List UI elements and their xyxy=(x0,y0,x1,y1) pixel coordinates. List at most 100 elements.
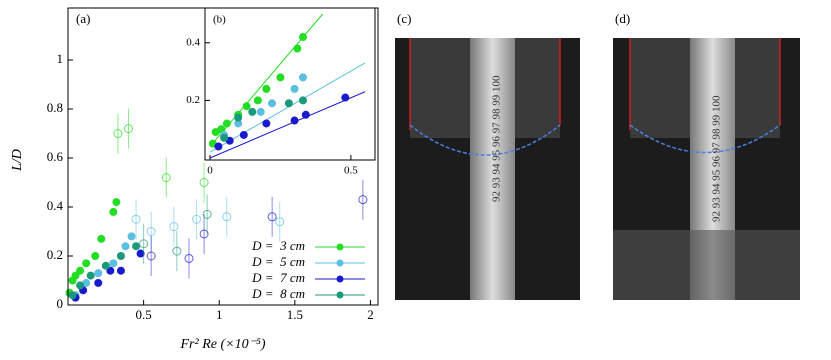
interface xyxy=(629,124,781,154)
point xyxy=(82,259,91,268)
point xyxy=(214,142,223,151)
point xyxy=(239,130,248,139)
point xyxy=(293,44,302,53)
point xyxy=(116,252,125,260)
point xyxy=(341,93,350,102)
point xyxy=(290,84,299,93)
x-tick-label: 1 xyxy=(216,307,223,322)
point xyxy=(290,116,299,125)
point xyxy=(222,119,231,128)
open-point xyxy=(146,227,156,236)
photo-c: 92 93 94 95 96 97 98 99 100 (c) xyxy=(395,11,580,300)
point xyxy=(101,261,110,270)
point xyxy=(234,113,243,122)
open-point xyxy=(267,212,277,222)
point xyxy=(76,266,85,275)
point xyxy=(94,278,103,287)
open-point xyxy=(358,195,368,205)
photo-d: 92 93 94 95 96 97 98 99 100 (d) xyxy=(613,11,800,300)
point xyxy=(253,96,262,105)
legend-label: D = 3 cm xyxy=(251,238,305,253)
x-axis-label: Fr² Re (×10⁻⁵) xyxy=(180,337,266,352)
legend-marker xyxy=(336,291,344,299)
point xyxy=(116,266,125,275)
open-point xyxy=(161,173,171,183)
open-point xyxy=(146,251,156,261)
point xyxy=(109,207,118,216)
point xyxy=(220,133,229,142)
open-point xyxy=(169,222,179,232)
ruler-text: 92 93 94 95 96 97 98 99 100 xyxy=(711,95,723,222)
point xyxy=(76,281,85,290)
ruler xyxy=(470,38,515,300)
point xyxy=(299,33,307,42)
open-point xyxy=(202,209,212,219)
open-point xyxy=(139,239,149,249)
point xyxy=(262,119,271,128)
y-tick-label: 0.2 xyxy=(186,94,200,106)
open-point xyxy=(192,214,202,224)
panel-label: (c) xyxy=(397,11,411,26)
point xyxy=(121,242,130,251)
panel-label: (b) xyxy=(213,14,226,26)
inset: 0 0.5 0.2 0.4 (b) xyxy=(186,7,376,177)
open-point xyxy=(222,212,232,222)
point xyxy=(268,99,276,108)
x-tick-label: 2 xyxy=(367,307,374,322)
point xyxy=(299,96,307,105)
legend-marker xyxy=(336,243,344,251)
x-tick-label: 1.5 xyxy=(287,307,303,322)
legend-label: D = 7 cm xyxy=(251,270,305,285)
splash xyxy=(613,230,800,300)
open-point xyxy=(199,178,209,187)
y-tick-label: 0.4 xyxy=(186,36,200,48)
open-point xyxy=(275,217,285,227)
open-point xyxy=(113,129,123,138)
point xyxy=(242,102,251,111)
open-point xyxy=(131,214,141,224)
legend-label: D = 5 cm xyxy=(251,254,305,269)
point xyxy=(284,99,293,108)
fit-line xyxy=(209,62,366,153)
ruler-text: 92 93 94 95 96 97 98 99 100 xyxy=(491,75,503,202)
point xyxy=(109,259,118,268)
point xyxy=(94,269,103,278)
y-tick-label: 0.6 xyxy=(47,149,64,164)
x-tick-label: 0 xyxy=(207,165,213,177)
frame xyxy=(204,7,376,161)
point xyxy=(299,73,307,82)
y-tick-label: 0.8 xyxy=(47,100,63,115)
point xyxy=(71,271,80,280)
legend-label: D = 8 cm xyxy=(251,286,305,301)
y-tick-label: 0 xyxy=(57,296,64,311)
x-tick-label: 0.5 xyxy=(344,165,358,177)
point xyxy=(248,107,257,116)
y-tick-label: 0.4 xyxy=(47,198,64,213)
open-point xyxy=(123,124,133,134)
point xyxy=(256,107,265,116)
main-plot: 0.5 1 1.5 2 0 0.2 0.4 0.6 0.8 1 (a) Fr² Re (×10⁻⁵) L… xyxy=(10,7,379,352)
point xyxy=(97,234,106,243)
point xyxy=(132,242,141,251)
panel-label: (a) xyxy=(76,11,90,26)
interface xyxy=(409,124,561,156)
point xyxy=(106,266,115,275)
y-tick-label: 1 xyxy=(57,51,64,66)
y-axis-label: L/D xyxy=(10,149,25,172)
panel-label: (d) xyxy=(615,11,630,26)
point xyxy=(86,271,95,280)
point xyxy=(262,84,271,93)
open-point xyxy=(184,253,194,263)
point xyxy=(127,232,136,241)
x-tick-label: 0.5 xyxy=(135,307,151,322)
inset-bg xyxy=(205,8,375,160)
point xyxy=(112,198,121,207)
point xyxy=(91,252,100,260)
point xyxy=(301,110,310,119)
point xyxy=(68,291,77,300)
open-point xyxy=(172,246,182,256)
legend-marker xyxy=(336,275,344,283)
open-point xyxy=(199,229,209,239)
